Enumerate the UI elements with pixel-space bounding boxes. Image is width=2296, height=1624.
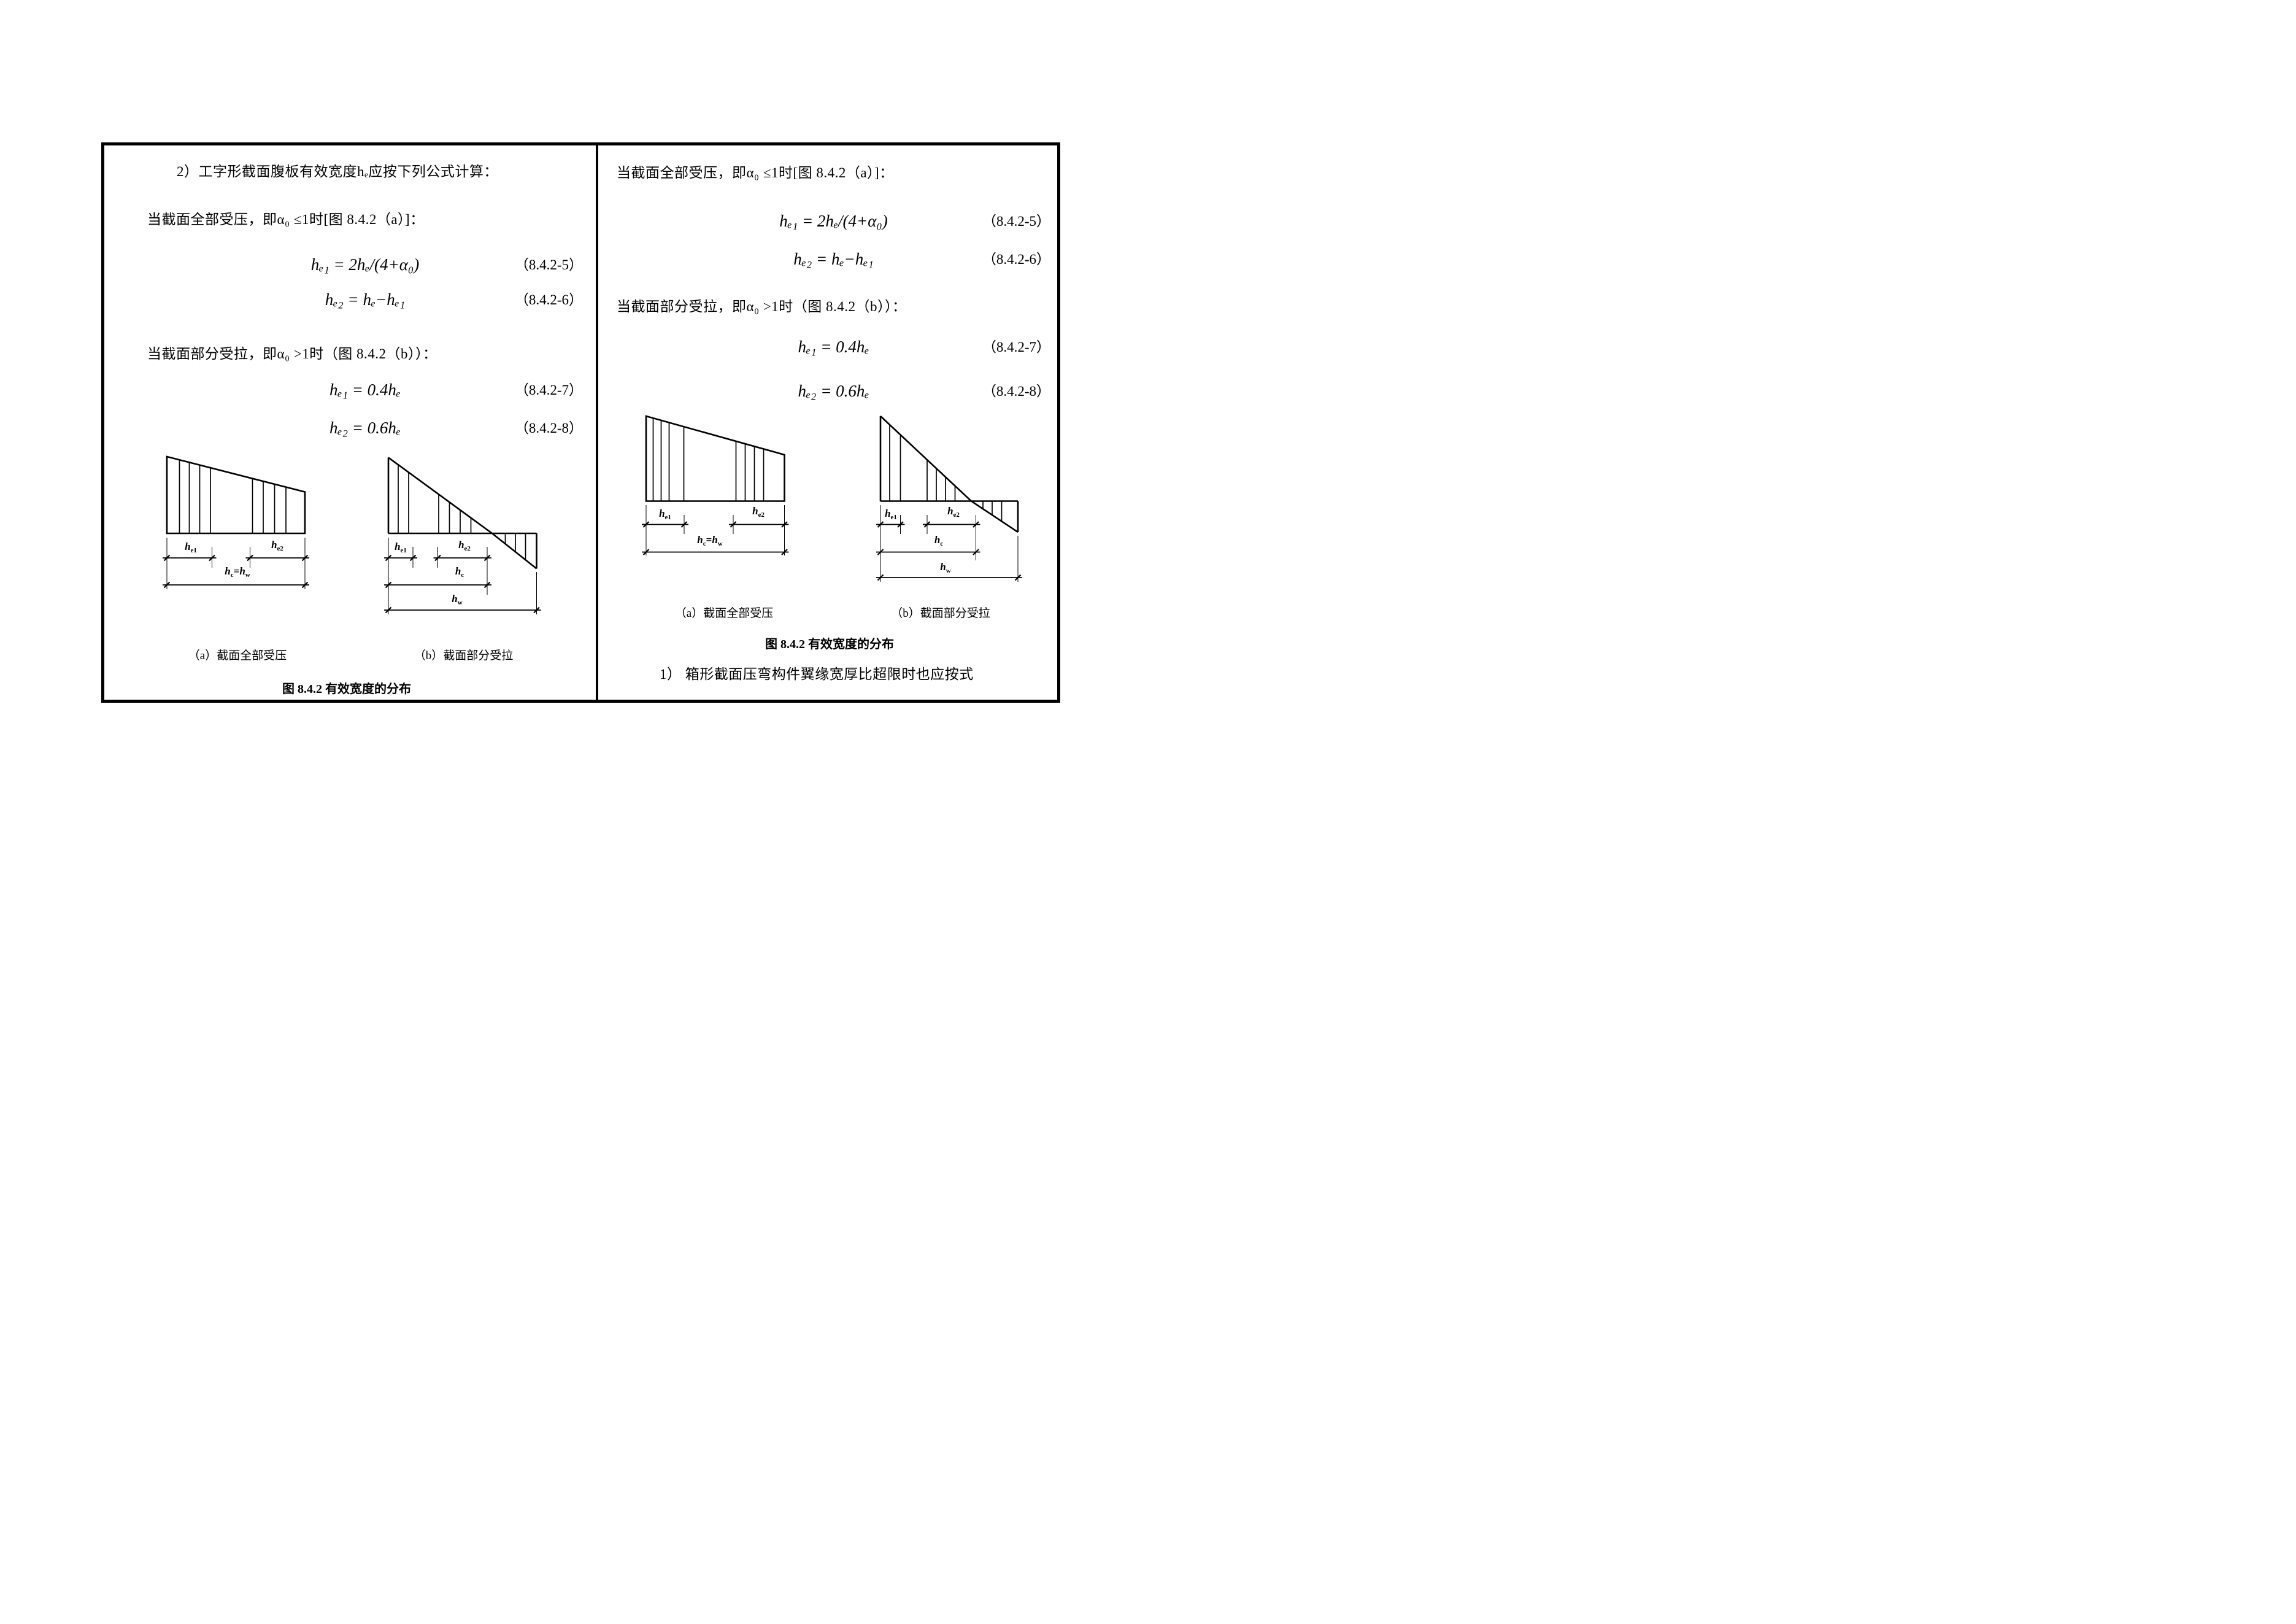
formula-expression: hₑ₂ = 0.6hₑ [329, 419, 401, 437]
formula-expression: hₑ₂ = hₑ−hₑ₁ [325, 290, 406, 309]
caption-b: （b）截面部分受拉 [891, 607, 990, 620]
stress-block-drawing [384, 457, 541, 614]
dim-label-he1: he1 [659, 507, 671, 522]
dim-label-hc-equals-hw: hc=hw [225, 565, 250, 579]
formula-expression: hₑ₁ = 2hₑ/(4+α₀) [310, 255, 420, 274]
dim-label-he1: he1 [185, 540, 197, 555]
equation-number: （8.4.2-8） [982, 384, 1050, 399]
caption-a: （a）截面全部受压 [674, 607, 774, 620]
paragraph-partial-tension: 当截面部分受拉，即α₀ >1时（图 8.4.2（b））： [617, 299, 907, 314]
diagram-b-partial-tension: he1 he2 hc hw [384, 454, 541, 616]
paragraph-full-compression: 当截面全部受压，即α₀ ≤1时[图 8.4.2（a）]： [147, 212, 425, 227]
formula-row: hₑ₂ = 0.6hₑ （8.4.2-8） [617, 380, 1050, 402]
dim-label-hw: hw [452, 592, 463, 607]
paragraph-item-1: 1） 箱形截面压弯构件翼缘宽厚比超限时也应按式 [660, 667, 974, 682]
caption-b: （b）截面部分受拉 [414, 649, 514, 662]
paragraph-partial-tension: 当截面部分受拉，即α₀ >1时（图 8.4.2（b））： [147, 346, 437, 362]
dim-label-he1: he1 [885, 507, 897, 522]
formula-row: hₑ₂ = hₑ−hₑ₁ （8.4.2-6） [617, 248, 1050, 270]
dim-label-he2: he2 [458, 538, 471, 553]
caption-a: （a）截面全部受压 [188, 649, 287, 662]
dim-label-he2: he2 [752, 505, 765, 519]
formula-expression: hₑ₁ = 0.4hₑ [798, 338, 869, 356]
equation-number: （8.4.2-5） [982, 214, 1050, 229]
stress-block-drawing [163, 455, 309, 589]
equation-number: （8.4.2-6） [514, 292, 583, 307]
formula-row: hₑ₁ = 2hₑ/(4+α₀) （8.4.2-5） [147, 253, 583, 276]
formula-row: hₑ₁ = 0.4hₑ （8.4.2-7） [617, 336, 1050, 358]
formula-row: hₑ₂ = 0.6hₑ （8.4.2-8） [147, 417, 583, 439]
diagram-a-full-compression: he1 he2 hc=hw [642, 412, 789, 555]
diagram-b-partial-tension: he1 he2 hc hw [876, 412, 1022, 583]
formula-row: hₑ₁ = 2hₑ/(4+α₀) （8.4.2-5） [617, 210, 1050, 232]
formula-row: hₑ₂ = hₑ−hₑ₁ （8.4.2-6） [147, 288, 583, 311]
formula-expression: hₑ₁ = 2hₑ/(4+α₀) [779, 212, 888, 230]
dim-label-he1: he1 [395, 540, 407, 555]
dim-label-hc-equals-hw: hc=hw [697, 533, 723, 548]
scanned-document-page: 2）工字形截面腹板有效宽度hₑ应按下列公式计算： 当截面全部受压，即α₀ ≤1时… [0, 0, 1148, 812]
equation-number: （8.4.2-7） [514, 382, 583, 398]
right-page-column: 当截面全部受压，即α₀ ≤1时[图 8.4.2（a）]： hₑ₁ = 2hₑ/(… [598, 145, 1060, 700]
stress-block-drawing [642, 415, 789, 555]
formula-row: hₑ₁ = 0.4hₑ （8.4.2-7） [147, 379, 583, 401]
equation-number: （8.4.2-5） [514, 257, 583, 273]
column-divider [596, 145, 598, 700]
stress-block-drawing [876, 416, 1022, 582]
paragraph-full-compression: 当截面全部受压，即α₀ ≤1时[图 8.4.2（a）]： [617, 165, 894, 180]
dim-label-he2: he2 [271, 538, 283, 553]
equation-number: （8.4.2-8） [514, 420, 583, 436]
formula-expression: hₑ₁ = 0.4hₑ [329, 381, 401, 399]
diagram-a-full-compression: he1 he2 hc=hw [163, 454, 309, 592]
dim-label-hc: hc [934, 533, 944, 548]
formula-expression: hₑ₂ = 0.6hₑ [798, 382, 869, 400]
figure-caption: 图 8.4.2 有效宽度的分布 [282, 682, 411, 696]
dim-label-hw: hw [940, 560, 951, 575]
dim-label-hc: hc [455, 565, 464, 579]
equation-number: （8.4.2-7） [982, 339, 1050, 355]
paragraph-intro: 2）工字形截面腹板有效宽度hₑ应按下列公式计算： [177, 164, 498, 179]
page-frame: 2）工字形截面腹板有效宽度hₑ应按下列公式计算： 当截面全部受压，即α₀ ≤1时… [101, 142, 1060, 703]
left-page-column: 2）工字形截面腹板有效宽度hₑ应按下列公式计算： 当截面全部受压，即α₀ ≤1时… [104, 145, 596, 700]
figure-caption: 图 8.4.2 有效宽度的分布 [765, 638, 894, 651]
dim-label-he2: he2 [947, 505, 960, 519]
formula-expression: hₑ₂ = hₑ−hₑ₁ [793, 250, 874, 268]
equation-number: （8.4.2-6） [982, 252, 1050, 267]
